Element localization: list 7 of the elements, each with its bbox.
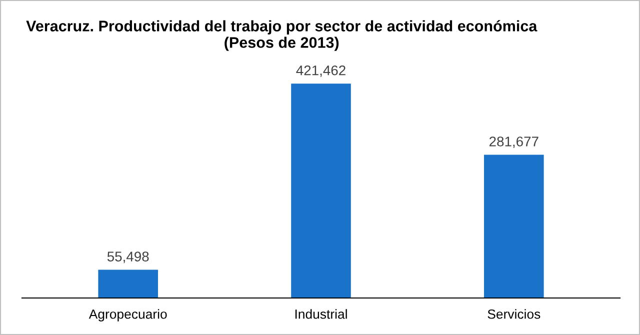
x-tick-label: Servicios [488, 309, 540, 319]
data-label: 55,498 [107, 252, 149, 264]
x-tick-label: Industrial [295, 309, 347, 319]
data-label: 421,462 [296, 65, 346, 77]
chart-title: Veracruz. Productividad del trabajo por sector de actividad económica (Pesos de 2013) [26, 20, 538, 51]
x-tick-label: Agropecuario [88, 309, 167, 322]
data-label: 281,677 [490, 136, 538, 148]
